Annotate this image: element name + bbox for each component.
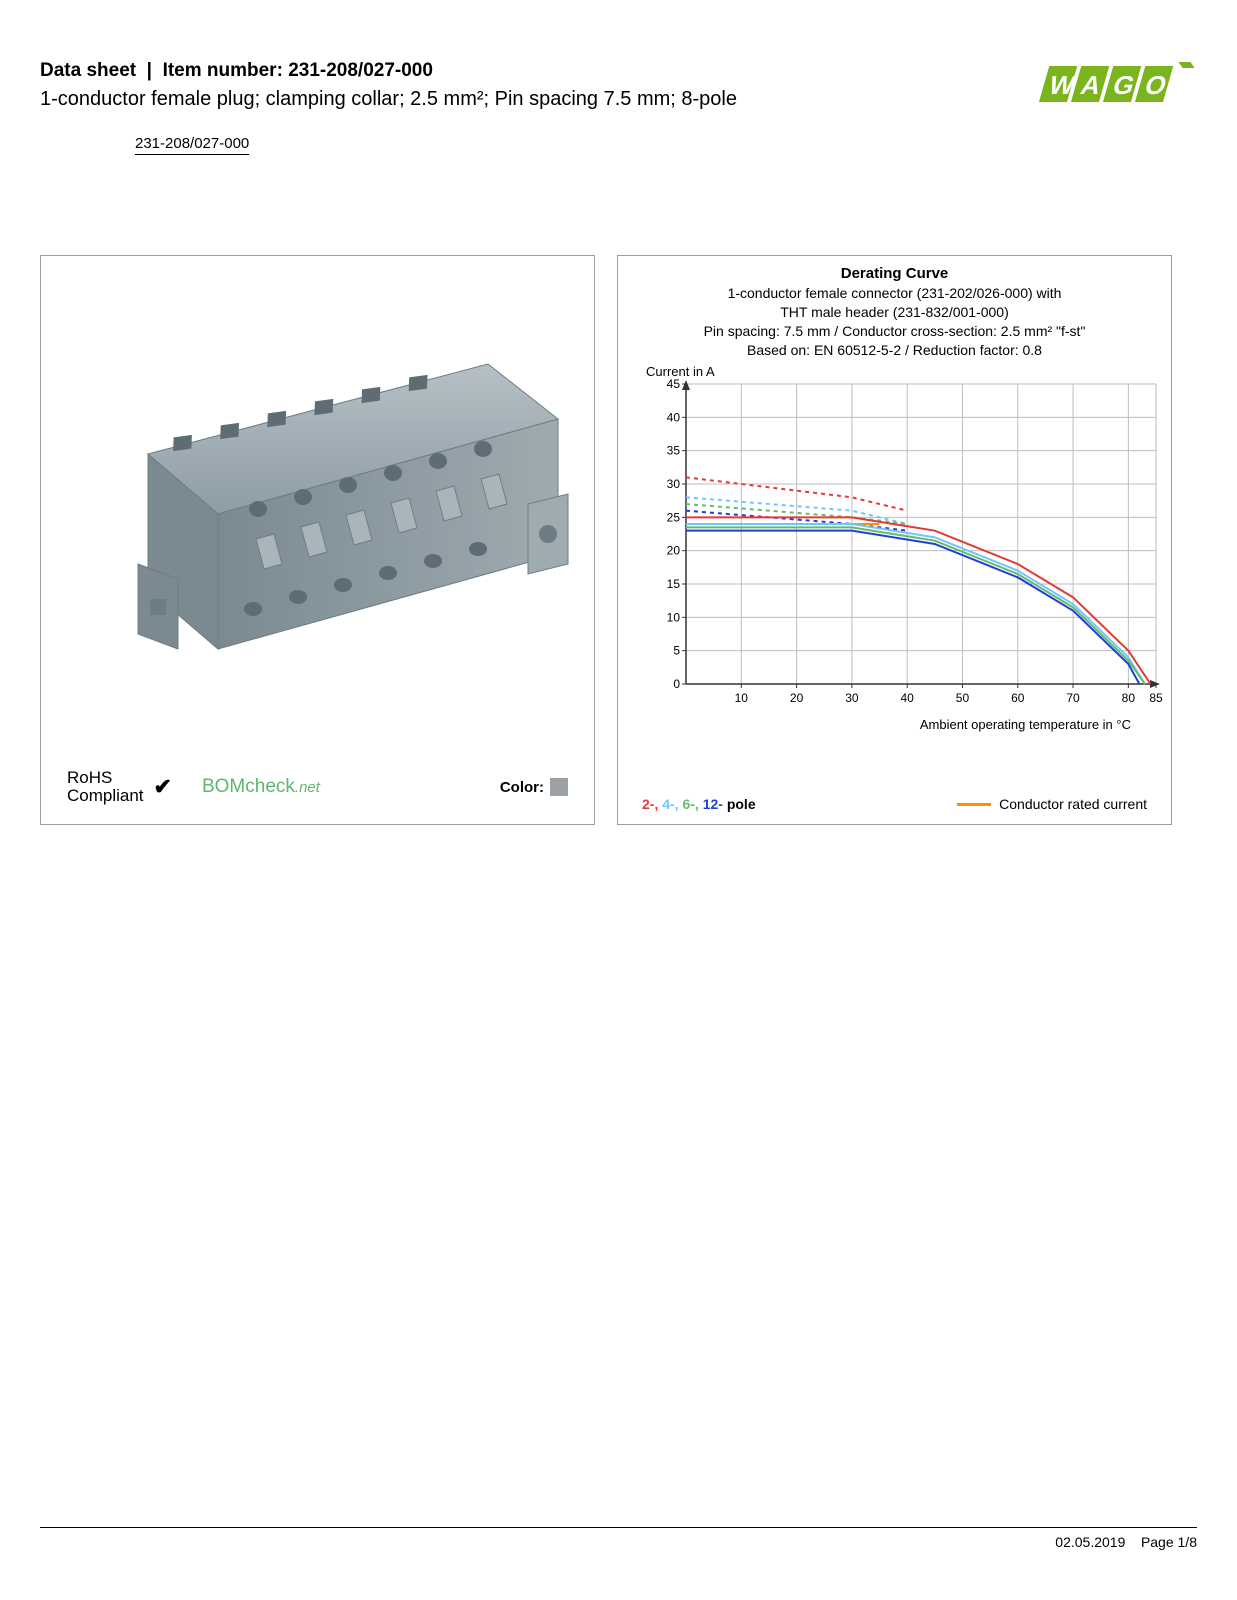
footer-page: Page 1/8 xyxy=(1141,1534,1197,1550)
bomcheck-net: .net xyxy=(295,779,320,796)
legend-right-label: Conductor rated current xyxy=(999,796,1147,812)
title-prefix: Data sheet xyxy=(40,60,136,81)
legend-pole-label: 2-, xyxy=(642,796,662,812)
rohs-text: RoHS Compliant xyxy=(67,769,144,806)
svg-text:20: 20 xyxy=(790,691,804,705)
chart-xlabel: Ambient operating temperature in °C xyxy=(646,717,1161,732)
svg-text:10: 10 xyxy=(735,691,749,705)
color-label: Color: xyxy=(500,779,544,796)
chart-title: Derating Curve xyxy=(628,264,1161,284)
svg-text:60: 60 xyxy=(1011,691,1025,705)
svg-text:5: 5 xyxy=(673,643,680,657)
svg-text:80: 80 xyxy=(1122,691,1136,705)
color-swatch xyxy=(550,778,568,796)
title-item-number: 231-208/027-000 xyxy=(288,60,433,81)
compliance-row: RoHS Compliant ✔ BOMcheck.net Color: xyxy=(51,763,584,814)
svg-text:85: 85 xyxy=(1149,691,1163,705)
check-icon: ✔ xyxy=(154,774,172,800)
svg-text:40: 40 xyxy=(667,410,681,424)
legend-left: 2-, 4-, 6-, 12- pole xyxy=(642,796,756,812)
svg-text:30: 30 xyxy=(845,691,859,705)
legend-pole-label: 6-, xyxy=(682,796,702,812)
legend-line-icon xyxy=(957,803,991,806)
footer-date: 02.05.2019 xyxy=(1055,1534,1125,1550)
title-sep: | xyxy=(147,60,152,81)
chart-svg: 0 5 10 15 20 25 30 35 40 45 10 20 30 40 50 60 70 80 85 xyxy=(646,366,1166,710)
svg-text:15: 15 xyxy=(667,577,681,591)
item-code-link[interactable]: 231-208/027-000 xyxy=(135,135,249,155)
rohs-line2: Compliant xyxy=(67,787,144,806)
chart-subtitle3: Pin spacing: 7.5 mm / Conductor cross-se… xyxy=(628,322,1161,341)
color-block: Color: xyxy=(500,778,568,796)
svg-text:50: 50 xyxy=(956,691,970,705)
rohs-line1: RoHS xyxy=(67,769,144,788)
svg-text:20: 20 xyxy=(667,543,681,557)
footer-divider xyxy=(40,1527,1197,1528)
chart-subtitle4: Based on: EN 60512-5-2 / Reduction facto… xyxy=(628,341,1161,360)
footer-text: 02.05.2019 Page 1/8 xyxy=(40,1534,1197,1550)
svg-text:45: 45 xyxy=(667,377,681,391)
svg-text:70: 70 xyxy=(1066,691,1080,705)
chart-area: Current in A 0 5 10 15 20 25 30 35 40 45 10 20 30 40 5… xyxy=(628,366,1161,786)
legend-right: Conductor rated current xyxy=(957,796,1147,812)
svg-text:35: 35 xyxy=(667,443,681,457)
svg-text:30: 30 xyxy=(667,477,681,491)
page-header: Data sheet | Item number: 231-208/027-00… xyxy=(40,60,1197,113)
title-item-label: Item number: xyxy=(163,60,283,81)
header-description: 1-conductor female plug; clamping collar… xyxy=(40,86,760,113)
product-image xyxy=(51,266,584,763)
bomcheck-logo: BOMcheck.net xyxy=(202,776,320,798)
wago-logo: W A G O xyxy=(1027,60,1197,108)
item-code-row: 231-208/027-000 xyxy=(40,121,1197,155)
svg-text:40: 40 xyxy=(900,691,914,705)
chart-panel: Derating Curve 1-conductor female connec… xyxy=(617,255,1172,825)
legend-pole-label: 4-, xyxy=(662,796,682,812)
product-panel: RoHS Compliant ✔ BOMcheck.net Color: xyxy=(40,255,595,825)
page-footer: 02.05.2019 Page 1/8 xyxy=(40,1527,1197,1550)
legend-pole-label: 12- xyxy=(703,796,727,812)
header-title: Data sheet | Item number: 231-208/027-00… xyxy=(40,60,1027,82)
bomcheck-text: BOMcheck xyxy=(202,776,295,797)
header-left: Data sheet | Item number: 231-208/027-00… xyxy=(40,60,1027,113)
legend-pole-label: pole xyxy=(727,796,756,812)
svg-text:10: 10 xyxy=(667,610,681,624)
chart-subtitle1: 1-conductor female connector (231-202/02… xyxy=(628,284,1161,303)
svg-text:25: 25 xyxy=(667,510,681,524)
panels-row: RoHS Compliant ✔ BOMcheck.net Color: Der… xyxy=(40,255,1197,825)
chart-legend: 2-, 4-, 6-, 12- pole Conductor rated cur… xyxy=(628,786,1161,814)
chart-subtitle2: THT male header (231-832/001-000) xyxy=(628,303,1161,322)
svg-text:0: 0 xyxy=(673,677,680,691)
chart-title-block: Derating Curve 1-conductor female connec… xyxy=(628,264,1161,360)
chart-ylabel: Current in A xyxy=(646,364,715,379)
rohs-block: RoHS Compliant ✔ xyxy=(67,769,172,806)
